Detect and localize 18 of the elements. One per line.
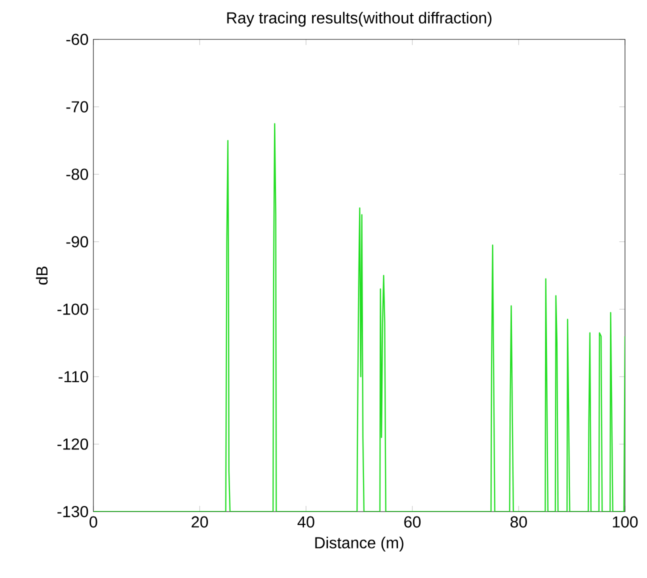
y-tick-label: -60	[66, 34, 88, 45]
x-tick-label: 40	[298, 516, 314, 528]
y-tick-label: -120	[57, 438, 88, 450]
x-tick-label: 0	[90, 516, 98, 528]
y-tick-label: -100	[57, 303, 88, 315]
x-tick-label: 80	[510, 516, 527, 528]
x-tick-label: 100	[612, 516, 638, 528]
y-axis-title: dB	[36, 266, 48, 284]
x-axis-title: Distance (m)	[315, 536, 404, 552]
y-tick-label: -70	[66, 101, 88, 112]
y-tick-label: -80	[66, 168, 88, 180]
x-tick-label: 60	[404, 516, 421, 528]
y-tick-label: -110	[58, 370, 88, 382]
y-tick-label: -90	[66, 236, 88, 248]
x-tick-label: 20	[192, 516, 208, 528]
line-series	[93, 122, 625, 512]
y-tick-label: -130	[57, 506, 88, 518]
chart-title: Ray tracing results(without diffraction)	[227, 12, 492, 27]
